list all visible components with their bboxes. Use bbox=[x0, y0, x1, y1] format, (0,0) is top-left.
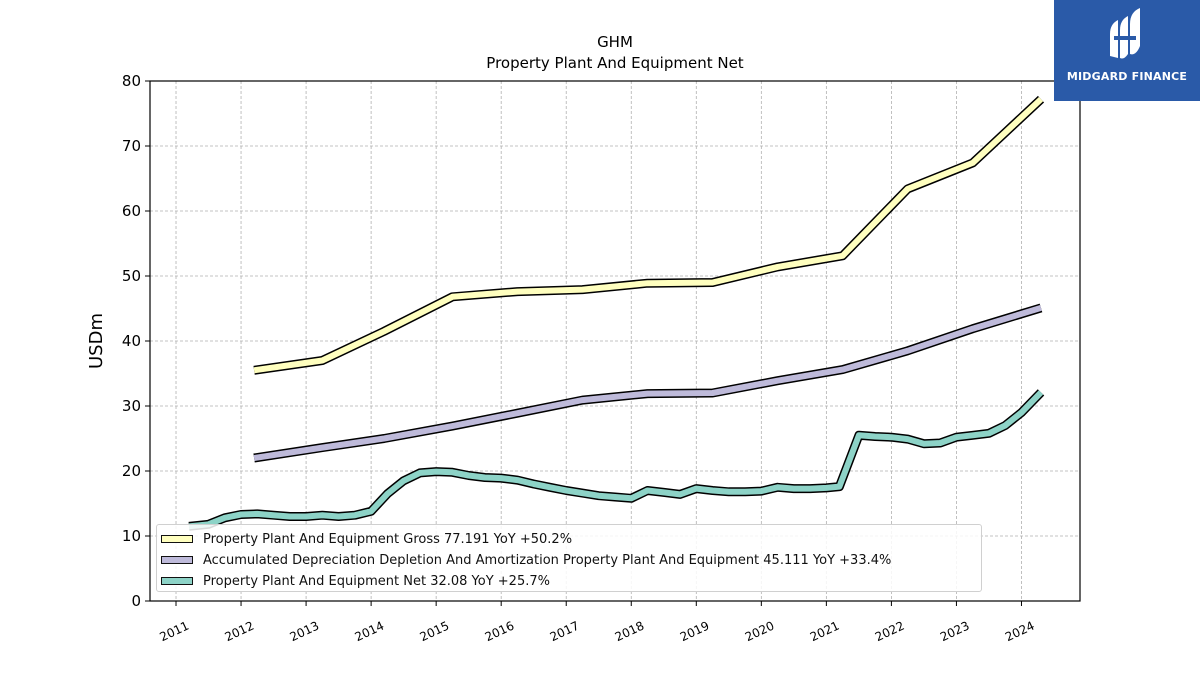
y-tick-label: 10 bbox=[122, 527, 141, 545]
brand-name: MIDGARD FINANCE bbox=[1066, 70, 1188, 83]
plot-frame bbox=[149, 80, 1081, 602]
legend-item-gross: Property Plant And Equipment Gross 77.19… bbox=[157, 529, 981, 550]
x-tick-label: 2022 bbox=[873, 619, 907, 645]
series-gross-line bbox=[253, 97, 1044, 374]
y-tick-label: 40 bbox=[122, 332, 141, 350]
midgard-logo-icon bbox=[1110, 8, 1140, 59]
x-tick-label: 2012 bbox=[223, 619, 257, 645]
y-tick-label: 0 bbox=[131, 592, 141, 610]
x-tick-label: 2020 bbox=[743, 619, 777, 645]
grid bbox=[150, 80, 1080, 602]
x-tick-label: 2016 bbox=[483, 619, 517, 645]
x-tick-label: 2019 bbox=[678, 619, 712, 645]
y-tick-label: 50 bbox=[122, 267, 141, 285]
y-tick-label: 20 bbox=[122, 462, 141, 480]
series-net bbox=[188, 389, 1045, 531]
legend-item-net: Property Plant And Equipment Net 32.08 Y… bbox=[157, 571, 981, 592]
y-tick-label: 70 bbox=[122, 137, 141, 155]
x-tick-label: 2015 bbox=[418, 619, 452, 645]
chart-title: GHM bbox=[597, 33, 633, 51]
x-tick-label: 2024 bbox=[1003, 619, 1037, 645]
legend-swatch-gross bbox=[161, 535, 193, 543]
legend-swatch-net bbox=[161, 577, 193, 585]
legend-label-net: Property Plant And Equipment Net 32.08 Y… bbox=[203, 574, 550, 589]
series-accumulated-depreciation-outline bbox=[253, 303, 1043, 463]
legend-label-accumulated-depreciation: Accumulated Depreciation Depletion And A… bbox=[203, 553, 892, 568]
series-gross-outline bbox=[253, 95, 1045, 375]
y-axis-label: USDm bbox=[86, 313, 107, 369]
series-accumulated-depreciation bbox=[253, 303, 1043, 463]
y-tick-label: 80 bbox=[122, 72, 141, 90]
series-gross bbox=[253, 95, 1045, 375]
brand-logo: MIDGARD FINANCE bbox=[1054, 0, 1200, 101]
series-net-outline bbox=[188, 389, 1045, 531]
legend-item-accumulated-depreciation: Accumulated Depreciation Depletion And A… bbox=[157, 550, 981, 571]
y-tick-label: 30 bbox=[122, 397, 141, 415]
series-layer bbox=[188, 95, 1045, 531]
y-tick-label: 60 bbox=[122, 202, 141, 220]
legend-swatch-accumulated-depreciation bbox=[161, 556, 193, 564]
series-accumulated-depreciation-line bbox=[253, 305, 1042, 461]
chart-subtitle: Property Plant And Equipment Net bbox=[486, 54, 743, 72]
x-tick-label: 2013 bbox=[288, 619, 322, 645]
x-tick-label: 2011 bbox=[158, 619, 192, 645]
x-tick-label: 2021 bbox=[808, 619, 842, 645]
x-tick-label: 2014 bbox=[353, 619, 387, 645]
x-tick-label: 2023 bbox=[938, 619, 972, 645]
legend: Property Plant And Equipment Gross 77.19… bbox=[156, 524, 982, 592]
x-tick-label: 2018 bbox=[613, 619, 647, 645]
series-net-line bbox=[188, 390, 1044, 530]
legend-label-gross: Property Plant And Equipment Gross 77.19… bbox=[203, 532, 573, 547]
x-tick-label: 2017 bbox=[548, 619, 582, 645]
